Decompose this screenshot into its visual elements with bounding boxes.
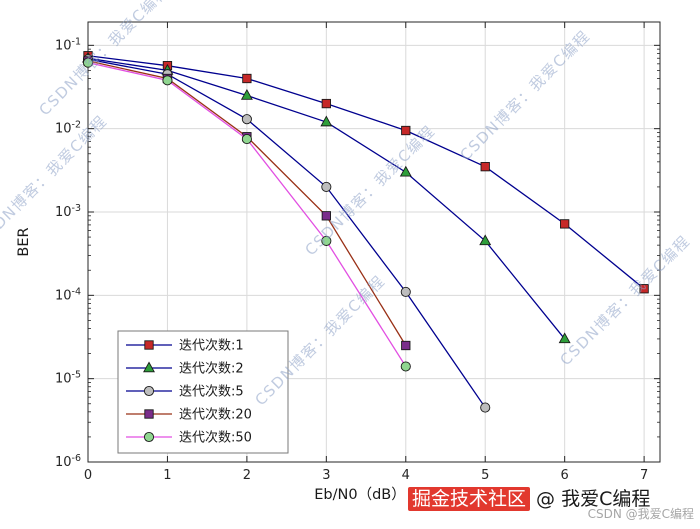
svg-text:6: 6 bbox=[561, 468, 569, 483]
footer-suffix: @ 我爱C编程 bbox=[530, 488, 651, 510]
svg-text:10-3: 10-3 bbox=[55, 203, 81, 220]
corner-credit: CSDN @我爱C编程 bbox=[587, 507, 694, 521]
svg-text:10-2: 10-2 bbox=[55, 120, 81, 137]
svg-text:Eb/N0（dB）: Eb/N0（dB） bbox=[314, 486, 405, 503]
svg-text:BER: BER bbox=[16, 227, 32, 256]
legend: 迭代次数:1 迭代次数:2 迭代次数:5 迭代次数:20 迭代次数:50 bbox=[117, 330, 289, 454]
svg-text:迭代次数:5: 迭代次数:5 bbox=[179, 384, 244, 400]
svg-text:迭代次数:20: 迭代次数:20 bbox=[179, 407, 252, 423]
svg-text:10-5: 10-5 bbox=[55, 370, 81, 387]
svg-text:2: 2 bbox=[243, 468, 251, 483]
svg-text:迭代次数:1: 迭代次数:1 bbox=[179, 338, 244, 354]
svg-text:10-1: 10-1 bbox=[55, 36, 81, 53]
svg-text:4: 4 bbox=[402, 468, 410, 483]
svg-text:0: 0 bbox=[84, 468, 92, 483]
svg-text:迭代次数:2: 迭代次数:2 bbox=[179, 361, 244, 377]
svg-text:5: 5 bbox=[481, 468, 489, 483]
footer-highlight: 掘金技术社区 bbox=[408, 487, 531, 511]
svg-text:1: 1 bbox=[163, 468, 171, 483]
svg-text:10-6: 10-6 bbox=[55, 453, 81, 470]
svg-text:迭代次数:50: 迭代次数:50 bbox=[179, 430, 252, 446]
svg-text:3: 3 bbox=[322, 468, 330, 483]
svg-text:7: 7 bbox=[640, 468, 648, 483]
svg-text:10-4: 10-4 bbox=[55, 286, 81, 303]
footer-caption: 掘金技术社区 @ 我爱C编程 bbox=[408, 486, 650, 512]
